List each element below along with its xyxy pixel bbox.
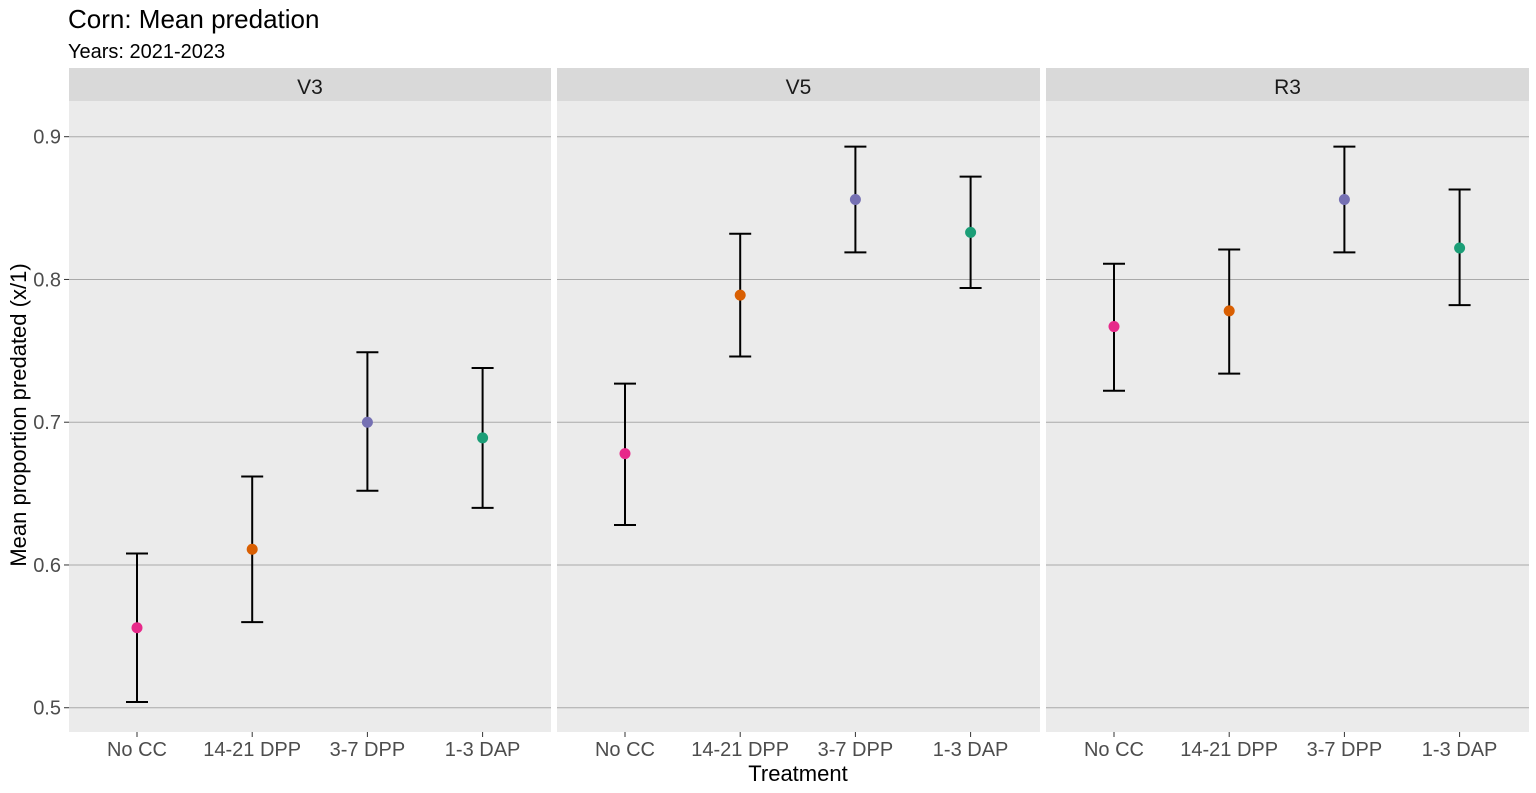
facet-panels: V3 No CC 14-21 DPP 3-7 DPP 1-3 DAP V5 No CC 14-… xyxy=(69,68,1529,761)
panel-v3: V3 No CC 14-21 DPP 3-7 DPP 1-3 DAP xyxy=(69,68,551,761)
x-tick-label: 14-21 DPP xyxy=(203,739,301,761)
y-axis: 0.5 0.6 0.7 0.8 0.9 xyxy=(33,127,69,720)
facet-strip-label: V3 xyxy=(297,76,323,99)
x-tick-label: No CC xyxy=(107,739,167,761)
data-point xyxy=(361,416,373,428)
data-point xyxy=(734,289,746,301)
panel-background xyxy=(1046,101,1529,732)
x-tick-label: 3-7 DPP xyxy=(330,739,406,761)
panel-background xyxy=(69,101,551,732)
chart-subtitle: Years: 2021-2023 xyxy=(68,41,225,63)
y-tick-label: 0.6 xyxy=(33,555,61,577)
chart-title: Corn: Mean predation xyxy=(68,4,319,34)
data-point xyxy=(477,432,489,444)
x-tick-label: 14-21 DPP xyxy=(691,739,789,761)
y-tick-label: 0.7 xyxy=(33,412,61,434)
x-tick-label: 14-21 DPP xyxy=(1180,739,1278,761)
x-tick-label: 1-3 DAP xyxy=(445,739,521,761)
facet-strip xyxy=(69,68,551,101)
panel-background xyxy=(557,101,1040,732)
x-tick-label: 1-3 DAP xyxy=(933,739,1009,761)
y-axis-title: Mean proportion predated (x/1) xyxy=(6,263,31,566)
y-tick-label: 0.8 xyxy=(33,269,61,291)
panel-v5: V5 No CC 14-21 DPP 3-7 DPP 1-3 DAP xyxy=(557,68,1040,761)
data-point xyxy=(965,226,977,238)
x-axis-title: Treatment xyxy=(748,761,847,786)
data-point xyxy=(131,622,143,634)
x-tick-label: No CC xyxy=(1084,739,1144,761)
y-tick-label: 0.5 xyxy=(33,698,61,720)
data-point xyxy=(246,543,258,555)
x-tick-label: No CC xyxy=(595,739,655,761)
facet-strip xyxy=(1046,68,1529,101)
data-point xyxy=(1108,321,1120,333)
x-tick-label: 1-3 DAP xyxy=(1422,739,1498,761)
facet-strip-label: R3 xyxy=(1274,76,1301,99)
y-tick-label: 0.9 xyxy=(33,127,61,149)
data-point xyxy=(619,448,631,460)
panel-r3: R3 No CC 14-21 DPP 3-7 DPP 1-3 DAP xyxy=(1046,68,1529,761)
x-tick-label: 3-7 DPP xyxy=(1307,739,1383,761)
data-point xyxy=(849,194,861,206)
facet-strip-label: V5 xyxy=(786,76,812,99)
x-tick-label: 3-7 DPP xyxy=(818,739,894,761)
facet-strip xyxy=(557,68,1040,101)
data-point xyxy=(1338,194,1350,206)
data-point xyxy=(1454,242,1466,254)
data-point xyxy=(1223,305,1235,317)
